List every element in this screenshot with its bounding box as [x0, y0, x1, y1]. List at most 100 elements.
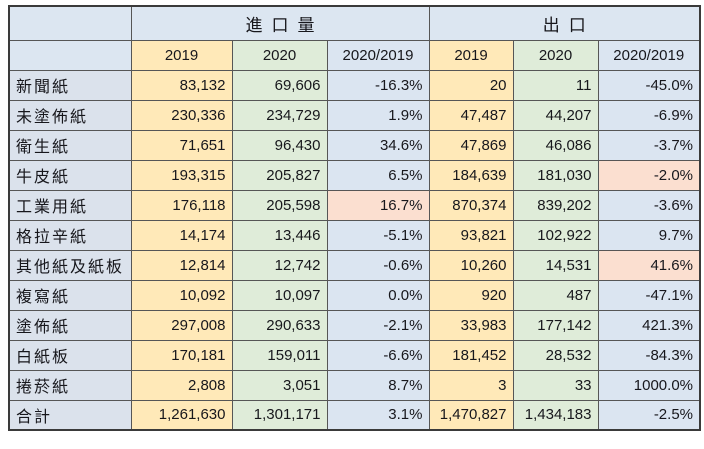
import-ratio-value: 0.0%	[326, 279, 430, 311]
import-2020-value: 13,446	[231, 219, 328, 251]
import-2020-value: 159,011	[231, 339, 328, 371]
import-2020-value: 234,729	[231, 99, 328, 131]
table-row: 其他紙及紙板 12,814 12,742 -0.6% 10,260 14,531 41.6%	[8, 249, 701, 281]
import-ratio-value: 3.1%	[326, 399, 430, 431]
export-ratio-value: -47.1%	[597, 279, 701, 311]
export-2020-value: 181,030	[512, 159, 599, 191]
export-2019-value: 47,869	[428, 129, 514, 161]
export-ratio-value: 41.6%	[597, 249, 701, 281]
group-header-row: 進口量 出口	[8, 5, 701, 41]
import-ratio-value: 6.5%	[326, 159, 430, 191]
import-ratio-value: -16.3%	[326, 69, 430, 101]
row-label: 格拉辛紙	[8, 219, 132, 251]
table-row: 牛皮紙 193,315 205,827 6.5% 184,639 181,030 -2.0%	[8, 159, 701, 191]
export-2019-value: 20	[428, 69, 514, 101]
export-ratio-value: -84.3%	[597, 339, 701, 371]
import-2020-value: 205,598	[231, 189, 328, 221]
export-2020-value: 44,207	[512, 99, 599, 131]
import-2019-value: 83,132	[130, 69, 233, 101]
corner-cell	[8, 5, 132, 41]
row-label: 衛生紙	[8, 129, 132, 161]
import-ratio-value: -6.6%	[326, 339, 430, 371]
export-ratio-value: -45.0%	[597, 69, 701, 101]
export-2020-header: 2020	[512, 39, 599, 71]
import-2019-header: 2019	[130, 39, 233, 71]
import-2019-value: 12,814	[130, 249, 233, 281]
export-ratio-header: 2020/2019	[597, 39, 701, 71]
export-2020-value: 487	[512, 279, 599, 311]
export-ratio-value: -6.9%	[597, 99, 701, 131]
table-row: 格拉辛紙 14,174 13,446 -5.1% 93,821 102,922 9.7%	[8, 219, 701, 251]
row-label: 合計	[8, 399, 132, 431]
import-ratio-value: -0.6%	[326, 249, 430, 281]
import-2020-value: 1,301,171	[231, 399, 328, 431]
table-row: 新聞紙 83,132 69,606 -16.3% 20 11 -45.0%	[8, 69, 701, 101]
import-2019-value: 193,315	[130, 159, 233, 191]
export-group-header: 出口	[428, 5, 701, 41]
import-2020-value: 10,097	[231, 279, 328, 311]
export-2020-value: 11	[512, 69, 599, 101]
export-2019-value: 181,452	[428, 339, 514, 371]
export-ratio-value: 9.7%	[597, 219, 701, 251]
import-2019-value: 230,336	[130, 99, 233, 131]
row-label: 捲菸紙	[8, 369, 132, 401]
export-2020-value: 14,531	[512, 249, 599, 281]
export-2020-value: 177,142	[512, 309, 599, 341]
import-2019-value: 10,092	[130, 279, 233, 311]
import-2020-value: 96,430	[231, 129, 328, 161]
import-ratio-value: 34.6%	[326, 129, 430, 161]
row-label: 白紙板	[8, 339, 132, 371]
import-2020-value: 205,827	[231, 159, 328, 191]
table-row: 塗佈紙 297,008 290,633 -2.1% 33,983 177,142 421.3…	[8, 309, 701, 341]
export-2020-value: 102,922	[512, 219, 599, 251]
table-row: 複寫紙 10,092 10,097 0.0% 920 487 -47.1%	[8, 279, 701, 311]
export-2020-value: 28,532	[512, 339, 599, 371]
import-2020-header: 2020	[231, 39, 328, 71]
export-2020-value: 1,434,183	[512, 399, 599, 431]
export-2019-value: 10,260	[428, 249, 514, 281]
import-ratio-value: 16.7%	[326, 189, 430, 221]
import-2020-value: 3,051	[231, 369, 328, 401]
import-2019-value: 1,261,630	[130, 399, 233, 431]
import-2020-value: 12,742	[231, 249, 328, 281]
export-2019-value: 47,487	[428, 99, 514, 131]
import-2019-value: 297,008	[130, 309, 233, 341]
export-ratio-value: 421.3%	[597, 309, 701, 341]
import-2019-value: 2,808	[130, 369, 233, 401]
export-ratio-value: -3.7%	[597, 129, 701, 161]
row-label: 新聞紙	[8, 69, 132, 101]
row-label: 複寫紙	[8, 279, 132, 311]
import-2019-value: 71,651	[130, 129, 233, 161]
import-ratio-value: 1.9%	[326, 99, 430, 131]
row-label: 牛皮紙	[8, 159, 132, 191]
export-2020-value: 839,202	[512, 189, 599, 221]
export-2019-value: 870,374	[428, 189, 514, 221]
export-2019-value: 93,821	[428, 219, 514, 251]
table-row: 捲菸紙 2,808 3,051 8.7% 3 33 1000.0%	[8, 369, 701, 401]
export-2019-value: 33,983	[428, 309, 514, 341]
export-2020-value: 33	[512, 369, 599, 401]
corner-cell-2	[8, 39, 132, 71]
row-label: 其他紙及紙板	[8, 249, 132, 281]
import-ratio-value: -5.1%	[326, 219, 430, 251]
export-2020-value: 46,086	[512, 129, 599, 161]
import-ratio-value: 8.7%	[326, 369, 430, 401]
row-label: 工業用紙	[8, 189, 132, 221]
year-header-row: 2019 2020 2020/2019 2019 2020 2020/2019	[8, 39, 701, 71]
export-2019-header: 2019	[428, 39, 514, 71]
export-2019-value: 1,470,827	[428, 399, 514, 431]
row-label: 塗佈紙	[8, 309, 132, 341]
import-ratio-value: -2.1%	[326, 309, 430, 341]
paper-import-export-table: 進口量 出口 2019 2020 2020/2019 2019 2020 202…	[8, 5, 701, 431]
import-ratio-header: 2020/2019	[326, 39, 430, 71]
table-row: 白紙板 170,181 159,011 -6.6% 181,452 28,532 -84.3…	[8, 339, 701, 371]
table-row: 工業用紙 176,118 205,598 16.7% 870,374 839,202 -3.…	[8, 189, 701, 221]
export-2019-value: 920	[428, 279, 514, 311]
import-2019-value: 176,118	[130, 189, 233, 221]
import-2019-value: 170,181	[130, 339, 233, 371]
export-ratio-value: 1000.0%	[597, 369, 701, 401]
export-2019-value: 3	[428, 369, 514, 401]
import-2019-value: 14,174	[130, 219, 233, 251]
table-row: 未塗佈紙 230,336 234,729 1.9% 47,487 44,207 -6.9%	[8, 99, 701, 131]
